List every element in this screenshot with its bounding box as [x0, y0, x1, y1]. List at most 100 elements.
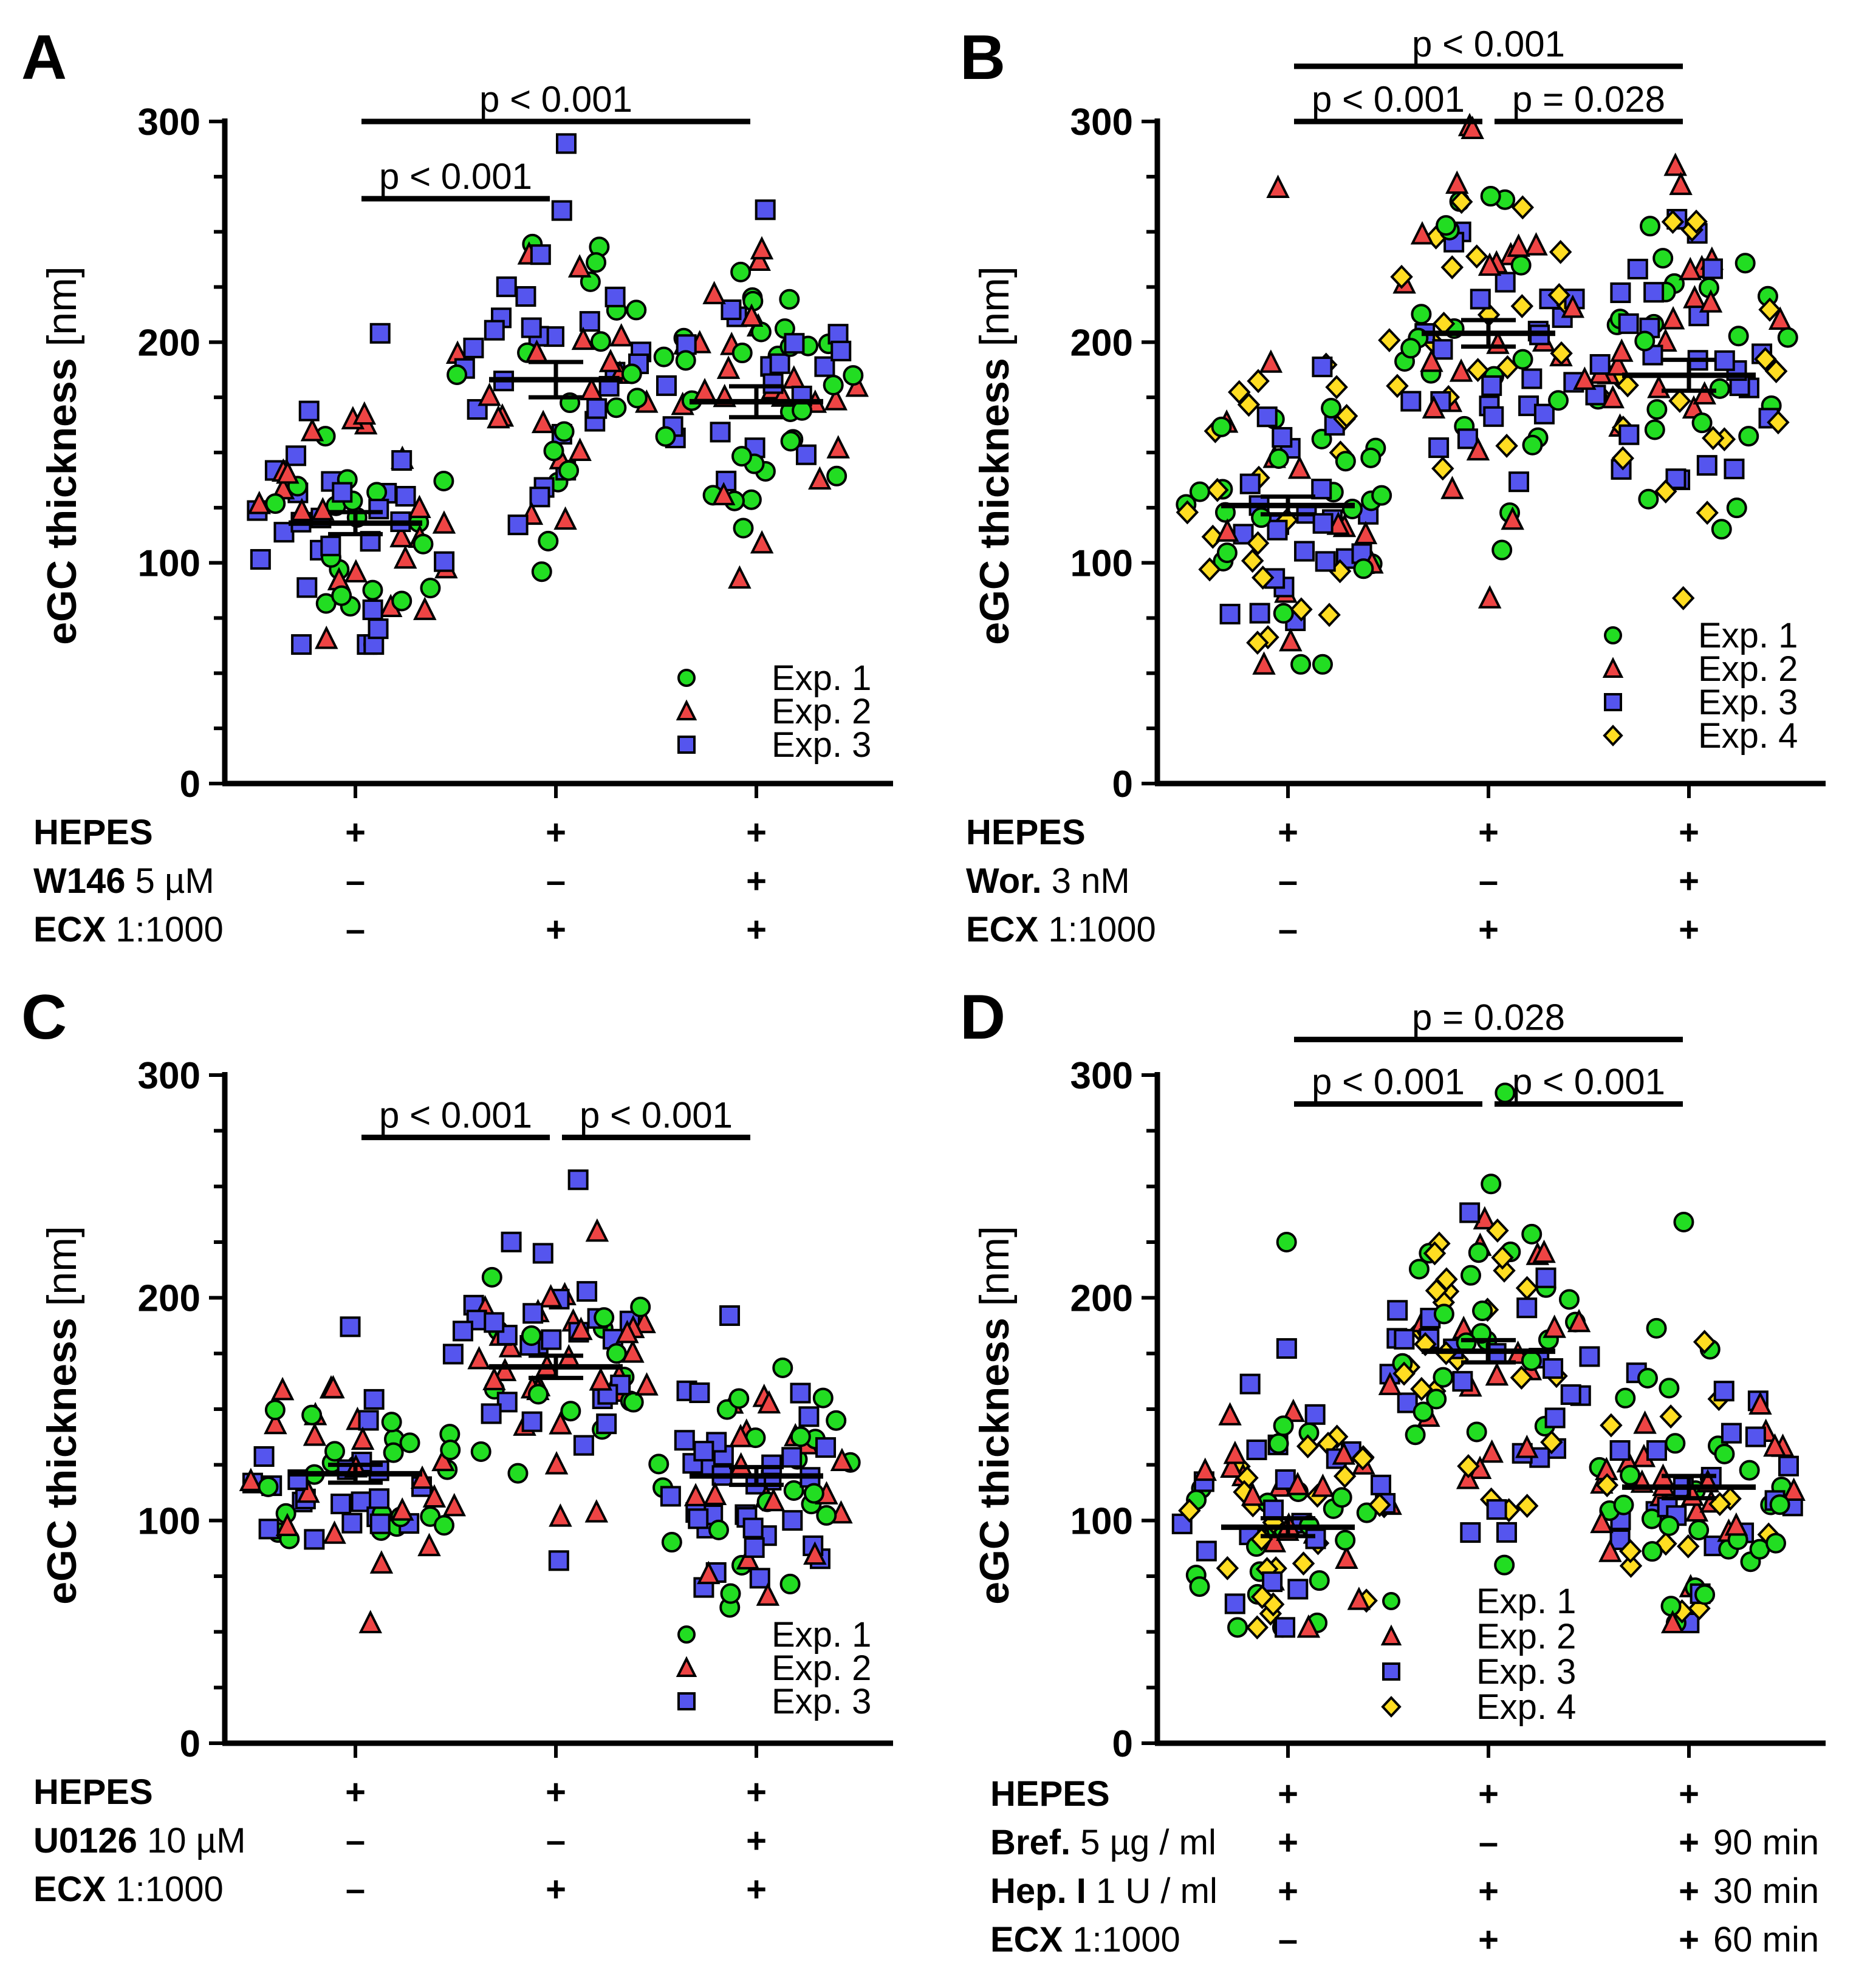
panel-letter: C: [21, 982, 67, 1053]
data-point: [1249, 603, 1270, 624]
data-point: [1262, 1571, 1283, 1593]
y-tick-label: 100: [138, 1500, 200, 1542]
data-point: [1440, 476, 1464, 499]
condition-dose: 1:1000: [106, 910, 224, 949]
data-point: [1325, 375, 1348, 400]
condition-name: Hep. I: [990, 1871, 1086, 1911]
data-point: [1669, 171, 1693, 196]
data-point: [1466, 358, 1490, 383]
data-point: [558, 460, 580, 481]
data-point: [1616, 373, 1639, 398]
data-point: [1206, 477, 1229, 502]
data-point: [410, 1465, 434, 1489]
data-point: [1486, 1499, 1507, 1520]
data-point: [1721, 1423, 1742, 1444]
legend-label: Exp. 3: [772, 1682, 871, 1721]
data-point: [470, 1441, 491, 1462]
y-axis-unit: [nm]: [971, 266, 1018, 346]
data-point: [1353, 558, 1374, 579]
condition-value: +: [1478, 1920, 1499, 1959]
condition-name: HEPES: [990, 1774, 1110, 1814]
data-point: [630, 1296, 651, 1317]
condition-label: ECX 1:1000: [33, 910, 224, 949]
data-point: [362, 579, 383, 601]
y-axis-unit: [nm]: [39, 266, 85, 346]
data-point: [626, 299, 647, 321]
data-point: [1457, 428, 1478, 449]
data-point: [729, 1452, 753, 1476]
data-point: [323, 1520, 346, 1544]
data-point: [358, 1410, 379, 1431]
data-point: [420, 578, 441, 599]
legend-marker: [1380, 1624, 1402, 1645]
condition-dose: 1:1000: [106, 1870, 224, 1909]
data-point: [1652, 248, 1674, 269]
y-axis-title: eGC thickness: [971, 346, 1018, 644]
legend-label: Exp. 4: [1476, 1687, 1576, 1727]
data-point: [733, 517, 754, 539]
data-point: [1460, 1522, 1481, 1543]
data-point: [1267, 519, 1288, 541]
data-point: [1250, 1585, 1274, 1610]
data-point: [1246, 1439, 1267, 1460]
data-point: [496, 276, 517, 298]
condition-value: +: [546, 813, 566, 852]
data-point: [341, 1512, 363, 1534]
data-point: [1312, 513, 1334, 534]
data-point: [590, 331, 611, 352]
data-point: [1702, 258, 1723, 279]
data-point: [276, 460, 300, 484]
data-point: [569, 1316, 593, 1341]
data-point: [250, 548, 271, 570]
data-point: [761, 1454, 782, 1475]
data-point: [1496, 355, 1519, 380]
y-tick-label: 200: [138, 1278, 200, 1320]
data-point: [798, 1406, 820, 1427]
data-point: [1659, 1515, 1680, 1536]
data-point: [1637, 1367, 1658, 1389]
data-point: [693, 378, 717, 401]
data-point: [1627, 258, 1648, 279]
y-tick-label: 100: [138, 543, 200, 585]
data-point: [780, 431, 801, 452]
data-point: [1436, 215, 1457, 236]
data-point: [543, 440, 564, 462]
data-point: [541, 1329, 562, 1350]
data-point: [1211, 416, 1232, 437]
legend-marker: [676, 699, 697, 720]
data-point: [247, 491, 272, 514]
data-point: [1460, 1265, 1481, 1286]
data-point: [331, 585, 352, 606]
data-point: [656, 375, 677, 396]
data-point: [1618, 424, 1640, 445]
data-point: [1646, 399, 1668, 420]
data-point: [496, 1392, 518, 1413]
data-point: [598, 349, 623, 372]
data-point: [1287, 1579, 1309, 1600]
condition-value: +: [746, 1870, 767, 1909]
y-axis-label: eGC thickness [nm]: [971, 266, 1018, 645]
data-point: [779, 1573, 801, 1594]
data-point: [1470, 289, 1491, 310]
data-point: [1246, 531, 1270, 556]
data-point: [507, 1463, 529, 1484]
data-point: [1220, 1454, 1244, 1478]
data-point: [1567, 1308, 1591, 1333]
data-point: [1491, 539, 1513, 561]
data-point: [1193, 1457, 1217, 1481]
data-point: [573, 1435, 594, 1456]
data-point: [1590, 1509, 1614, 1534]
data-point: [1510, 294, 1534, 318]
data-point: [845, 373, 869, 397]
data-point: [1613, 1494, 1634, 1515]
data-point: [1309, 1570, 1330, 1591]
data-point: [1286, 1472, 1310, 1495]
data-point: [1273, 1415, 1294, 1436]
data-point: [1287, 455, 1312, 479]
data-point: [1494, 1554, 1515, 1576]
data-point: [728, 1424, 753, 1447]
data-point: [1347, 1587, 1371, 1610]
data-point: [728, 1388, 750, 1409]
data-point: [1189, 1576, 1210, 1597]
data-point: [615, 1319, 639, 1344]
